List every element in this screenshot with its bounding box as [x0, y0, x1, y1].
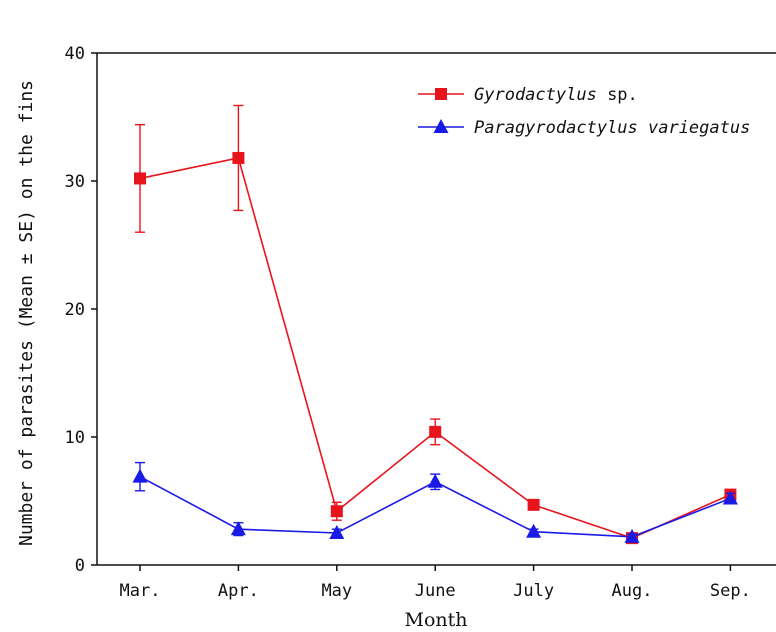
- data-point: [330, 505, 343, 518]
- legend-label-species: Paragyrodactylus variegatus: [474, 118, 750, 138]
- x-tick-label: July: [513, 581, 554, 601]
- y-tick-label: 40: [65, 44, 85, 64]
- data-point: [329, 525, 345, 539]
- x-tick-label: Apr.: [218, 581, 259, 601]
- data-point: [427, 473, 443, 488]
- legend-marker: [435, 88, 447, 100]
- legend-item-2: Paragyrodactylus variegatus: [418, 118, 750, 138]
- data-point: [429, 425, 442, 438]
- data-point: [722, 490, 738, 505]
- axes: 0 10 20 30 40 Mar. Apr. May June July Aug. Sep.: [65, 44, 776, 601]
- data-point: [232, 151, 245, 164]
- x-axis-title: Month: [404, 609, 467, 631]
- data-point: [134, 172, 146, 185]
- legend-item-1: Gyrodactylus sp.: [418, 85, 638, 105]
- y-axis-title: Number of parasites (Mean ± SE) on the f…: [16, 80, 37, 546]
- legend: Gyrodactylus sp. Paragyrodactylus variega…: [418, 85, 750, 138]
- data-point: [624, 528, 640, 543]
- legend-marker: [433, 119, 449, 133]
- legend-label: Gyrodactylus sp.: [474, 85, 638, 105]
- legend-label-suffix: sp.: [597, 85, 638, 105]
- x-tick-label: May: [321, 581, 352, 601]
- x-tick-label: Mar.: [120, 581, 161, 601]
- legend-label-species: Gyrodactylus: [474, 85, 597, 105]
- data-point: [526, 523, 542, 538]
- x-tick-label: Sep.: [710, 581, 751, 601]
- x-tick-label: June: [415, 581, 456, 601]
- data-point: [132, 468, 148, 483]
- y-tick-label: 20: [65, 300, 85, 320]
- data-point: [527, 498, 540, 511]
- series-layer: [132, 104, 738, 545]
- y-tick-label: 0: [75, 556, 85, 576]
- y-tick-label: 10: [65, 428, 85, 448]
- legend-label: Paragyrodactylus variegatus: [474, 118, 750, 138]
- series-2: [132, 461, 738, 543]
- data-point: [230, 521, 246, 536]
- y-tick-label: 30: [65, 172, 85, 192]
- x-tick-label: Aug.: [612, 581, 653, 601]
